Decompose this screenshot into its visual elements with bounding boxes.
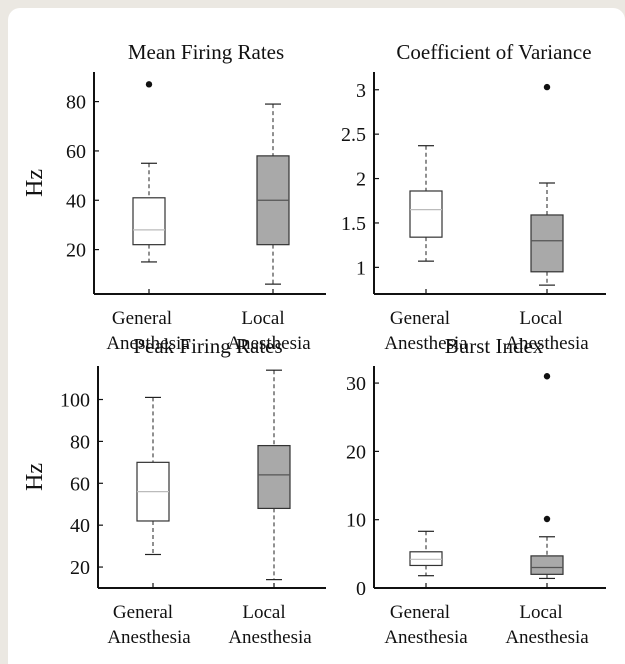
box-local-anesthesia bbox=[530, 83, 564, 286]
x-tick-label: Anesthesia bbox=[505, 627, 589, 648]
outlier-point bbox=[543, 515, 551, 523]
y-tick-label: 100 bbox=[60, 390, 90, 412]
x-tick-label: Local bbox=[519, 602, 562, 623]
box-local-anesthesia bbox=[256, 103, 290, 285]
x-tick-label: Anesthesia bbox=[227, 333, 311, 354]
chart-title: Burst Index bbox=[445, 334, 544, 358]
outlier-point bbox=[543, 373, 551, 380]
x-tick-label: General bbox=[112, 308, 172, 329]
box-plot-figure: Mean Firing Rates20406080HzGeneralAnesth… bbox=[22, 40, 606, 648]
y-tick-label: 80 bbox=[70, 431, 90, 453]
x-tick-label: General bbox=[113, 602, 173, 623]
box-general-anesthesia bbox=[409, 530, 443, 577]
chart-panel-4: Burst Index 0 10 20 30 General Anesthesia Local… bbox=[346, 334, 606, 648]
iqr-box bbox=[409, 551, 443, 567]
outlier-point bbox=[543, 83, 551, 91]
iqr-box bbox=[530, 214, 564, 273]
x-tick-label: General bbox=[390, 308, 450, 329]
y-axis-label: Hz bbox=[22, 463, 48, 491]
x-tick-label: Anesthesia bbox=[228, 627, 312, 648]
chart-panel-1: Mean Firing Rates 20 40 60 80 Hz General Anesth… bbox=[22, 40, 326, 354]
chart-title: Mean Firing Rates bbox=[128, 40, 284, 64]
y-axis-label: Hz bbox=[22, 169, 48, 197]
y-tick-label: 60 bbox=[70, 473, 90, 495]
y-tick-label: 40 bbox=[66, 190, 86, 212]
y-tick-label: 2.5 bbox=[341, 124, 366, 146]
x-tick-label: General bbox=[390, 602, 450, 623]
x-tick-label: Anesthesia bbox=[384, 627, 468, 648]
y-tick-label: 1.5 bbox=[341, 213, 366, 235]
x-tick-label: Local bbox=[519, 308, 562, 329]
y-tick-label: 2 bbox=[356, 169, 366, 191]
chart-panel-2: Coefficient of Variance 1 1.5 2 2.5 3 General A… bbox=[341, 40, 606, 354]
x-tick-label: Anesthesia bbox=[106, 333, 190, 354]
iqr-box bbox=[530, 555, 564, 575]
box-local-anesthesia bbox=[257, 369, 291, 581]
box-local-anesthesia bbox=[530, 373, 564, 580]
figure-panel: Mean Firing Rates 20 40 60 80 Hz General Anesth… bbox=[8, 8, 625, 664]
y-tick-label: 80 bbox=[66, 92, 86, 114]
x-tick-label: Local bbox=[241, 308, 284, 329]
y-tick-label: 20 bbox=[66, 240, 86, 262]
iqr-box bbox=[409, 190, 443, 238]
iqr-box bbox=[257, 444, 291, 510]
chart-title: Peak Firing Rates bbox=[133, 334, 282, 358]
iqr-box bbox=[132, 197, 166, 246]
box-general-anesthesia bbox=[136, 396, 170, 556]
y-tick-label: 10 bbox=[346, 510, 366, 532]
y-tick-label: 60 bbox=[66, 141, 86, 163]
y-tick-label: 40 bbox=[70, 515, 90, 537]
y-tick-label: 1 bbox=[356, 257, 366, 279]
y-tick-label: 20 bbox=[346, 441, 366, 463]
chart-title: Coefficient of Variance bbox=[396, 40, 591, 64]
box-general-anesthesia bbox=[132, 81, 166, 263]
x-tick-label: Local bbox=[242, 602, 285, 623]
y-tick-label: 0 bbox=[356, 578, 366, 600]
y-tick-label: 20 bbox=[70, 557, 90, 579]
box-general-anesthesia bbox=[409, 145, 443, 262]
y-tick-label: 3 bbox=[356, 80, 366, 102]
outlier-point bbox=[145, 81, 153, 88]
x-tick-label: Anesthesia bbox=[505, 333, 589, 354]
x-tick-label: Anesthesia bbox=[107, 627, 191, 648]
x-tick-label: Anesthesia bbox=[384, 333, 468, 354]
chart-panel-3: Peak Firing Rates 20 40 60 80 100 Hz General Ane… bbox=[22, 334, 326, 648]
y-tick-label: 30 bbox=[346, 373, 366, 395]
